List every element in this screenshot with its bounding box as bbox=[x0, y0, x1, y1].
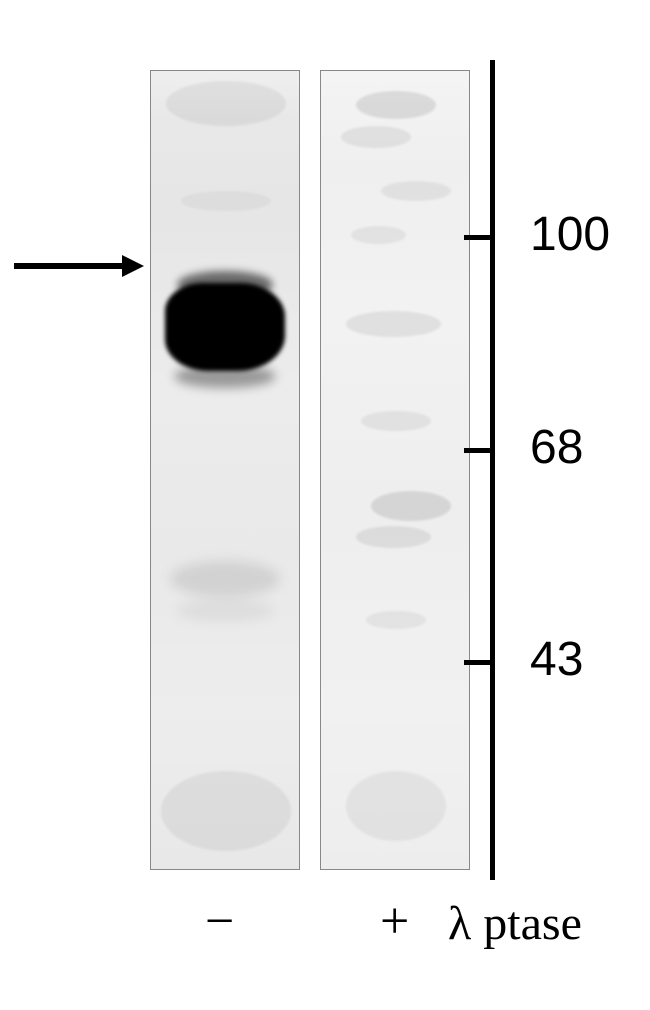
arrow-shaft bbox=[14, 263, 132, 269]
blot-smudge bbox=[356, 526, 431, 548]
arrow-head-icon bbox=[122, 255, 144, 277]
mw-tick bbox=[464, 235, 490, 240]
blot-smudge bbox=[371, 491, 451, 521]
blot-smudge bbox=[346, 771, 446, 841]
lane-label-minus: − bbox=[205, 892, 234, 951]
protein-band bbox=[175, 366, 275, 388]
lane-minus bbox=[150, 70, 300, 870]
blot-smudge bbox=[166, 81, 286, 126]
blot-smudge bbox=[381, 181, 451, 201]
blot-smudge bbox=[346, 311, 441, 337]
blot-smudge bbox=[161, 771, 291, 851]
blot-smudge bbox=[361, 411, 431, 431]
western-blot-figure bbox=[150, 70, 470, 870]
blot-smudge bbox=[341, 126, 411, 148]
treatment-text: ptase bbox=[471, 897, 582, 950]
protein-band bbox=[178, 271, 273, 297]
protein-band bbox=[170, 561, 280, 597]
blot-smudge bbox=[366, 611, 426, 629]
mw-tick bbox=[464, 660, 490, 665]
band-indicator-arrow bbox=[14, 255, 144, 277]
mw-ruler bbox=[490, 60, 495, 880]
mw-label: 100 bbox=[530, 207, 610, 262]
lane-plus bbox=[320, 70, 470, 870]
mw-label: 68 bbox=[530, 420, 583, 475]
lambda-symbol: λ bbox=[448, 897, 471, 950]
lane-label-plus: + bbox=[380, 892, 409, 951]
mw-label: 43 bbox=[530, 632, 583, 687]
treatment-label: λ ptase bbox=[448, 896, 582, 951]
blot-smudge bbox=[351, 226, 406, 244]
protein-band bbox=[175, 601, 275, 621]
mw-tick bbox=[464, 448, 490, 453]
blot-smudge bbox=[356, 91, 436, 119]
blot-smudge bbox=[181, 191, 271, 211]
